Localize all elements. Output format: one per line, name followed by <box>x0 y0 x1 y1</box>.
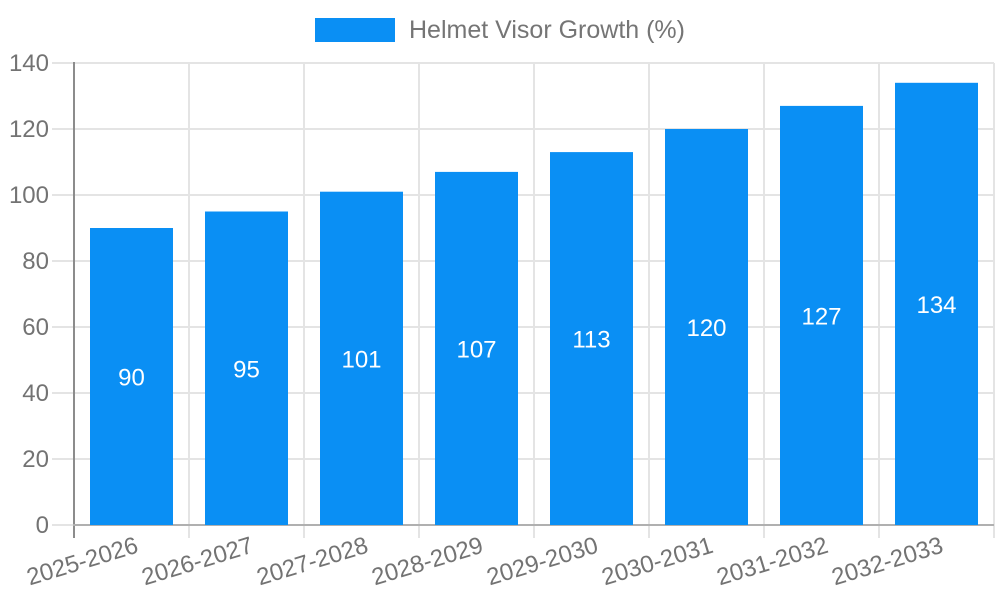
bar[interactable] <box>435 171 518 525</box>
bar-value-label: 113 <box>572 327 610 354</box>
y-axis-tick-label: 80 <box>22 248 49 275</box>
bar-value-label: 134 <box>916 292 956 319</box>
bar[interactable] <box>780 105 863 526</box>
x-axis-tick-label: 2030-2031 <box>599 532 717 591</box>
legend-swatch <box>315 18 395 42</box>
y-axis-tick-label: 140 <box>9 50 49 77</box>
bar-value-label: 95 <box>233 356 260 383</box>
legend[interactable]: Helmet Visor Growth (%) <box>0 16 1000 44</box>
y-axis-tick-label: 0 <box>36 512 49 539</box>
bar-value-label: 120 <box>686 315 726 342</box>
bar[interactable] <box>665 129 748 525</box>
y-axis-tick-label: 20 <box>22 446 49 473</box>
bar-value-label: 101 <box>341 346 381 373</box>
bar[interactable] <box>895 82 978 526</box>
bar-value-label: 90 <box>118 365 145 392</box>
x-axis-tick-label: 2028-2029 <box>369 532 487 591</box>
y-axis-tick-label: 100 <box>9 182 49 209</box>
y-axis-tick-label: 120 <box>9 116 49 143</box>
legend-label: Helmet Visor Growth (%) <box>409 16 685 44</box>
y-axis-tick-label: 60 <box>22 314 49 341</box>
x-axis-tick-label: 2031-2032 <box>714 532 832 591</box>
x-axis-tick-label: 2026-2027 <box>139 532 257 591</box>
bar[interactable] <box>320 191 403 525</box>
x-axis-tick-label: 2025-2026 <box>24 532 142 591</box>
x-axis-tick-label: 2027-2028 <box>254 532 372 591</box>
x-axis-tick-label: 2032-2033 <box>829 532 947 591</box>
bar[interactable] <box>550 152 633 525</box>
bar[interactable] <box>90 228 173 525</box>
bar-value-label: 107 <box>456 336 496 363</box>
x-axis-tick-label: 2029-2030 <box>484 532 602 591</box>
y-axis-tick-label: 40 <box>22 380 49 407</box>
bar[interactable] <box>205 211 288 526</box>
bar-value-label: 127 <box>801 303 841 330</box>
